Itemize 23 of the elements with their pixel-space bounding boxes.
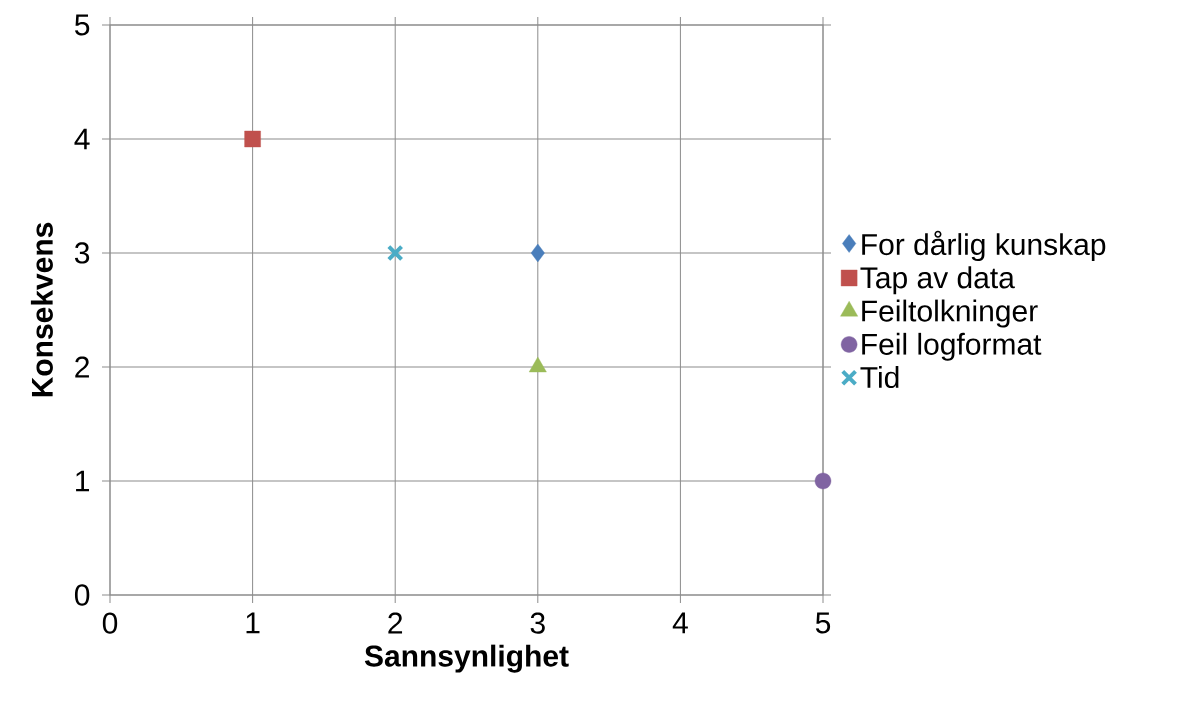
- x-tick-label: 0: [102, 612, 118, 634]
- point: [244, 130, 261, 148]
- legend-label: Feil logformat: [862, 332, 1042, 361]
- point: [386, 244, 404, 262]
- legend-label: Tap av data: [860, 266, 1015, 295]
- y-tick-label: 3: [74, 242, 90, 264]
- legend-label: Feiltolkninger: [862, 299, 1038, 328]
- y-tick-label: 4: [74, 128, 90, 150]
- x-tick-label: 4: [672, 612, 688, 634]
- legend-label: Tid: [860, 366, 899, 389]
- y-tick-label: 2: [75, 356, 89, 378]
- y-tick-label: 1: [76, 470, 90, 492]
- x-tick-label: 5: [815, 612, 831, 634]
- x-tick-label: 3: [530, 612, 545, 634]
- point: [814, 472, 832, 490]
- x-axis-title: Sannsynlighet: [364, 644, 569, 673]
- x-tick-label: 1: [246, 612, 260, 634]
- legend-label: For dårlig kunskap: [862, 230, 1106, 262]
- x-tick-label: 2: [388, 612, 403, 634]
- y-tick-label: 5: [74, 14, 90, 36]
- y-axis-title: Konsekvens: [30, 222, 53, 397]
- point: [530, 243, 545, 263]
- y-tick-label: 0: [74, 584, 90, 606]
